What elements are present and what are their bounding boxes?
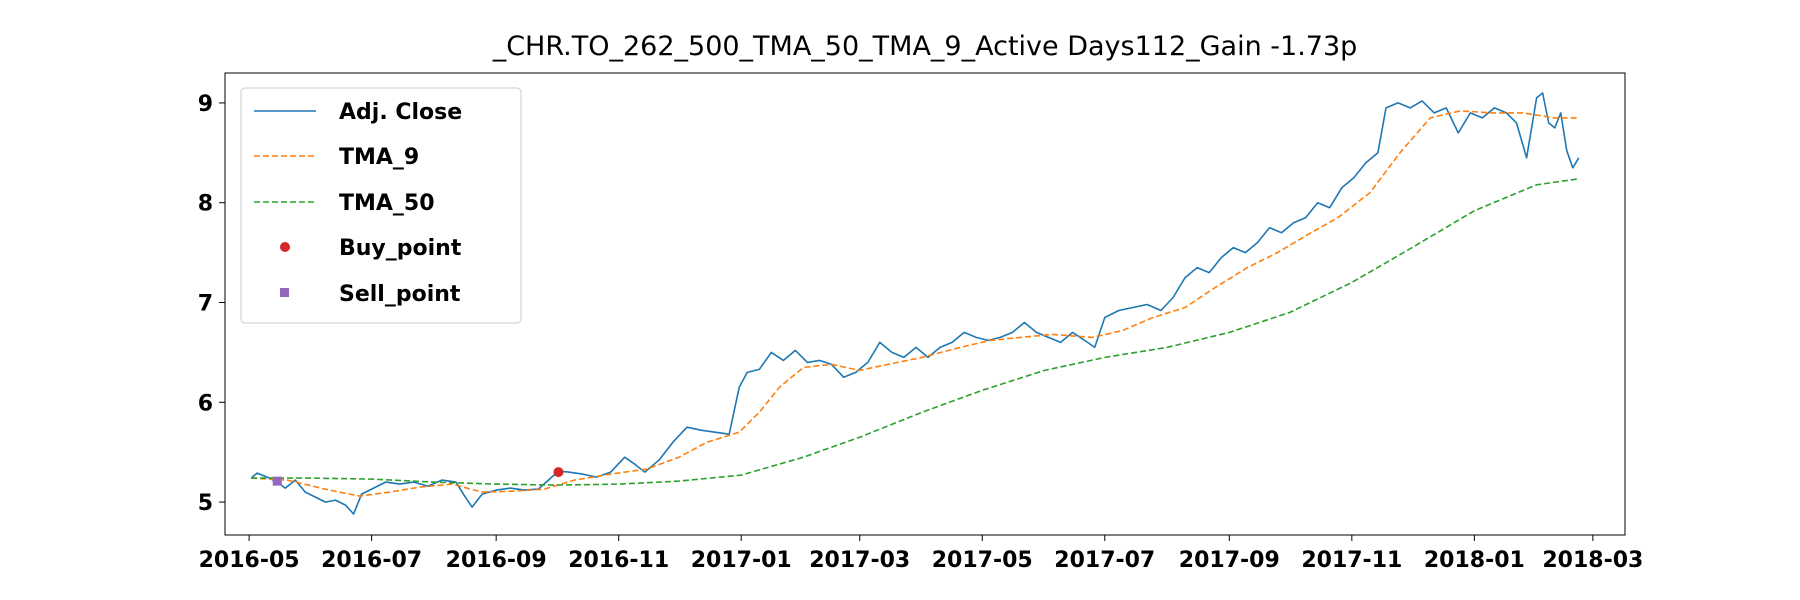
legend-label-tma-9: TMA_9 [339,145,419,170]
x-tick-label: 2017-05 [932,548,1033,573]
y-tick-label: 7 [198,292,213,317]
y-tick-label: 6 [198,391,213,416]
legend-box [240,87,522,324]
buy-point-marker [553,467,564,478]
x-tick-label: 2016-11 [568,548,669,573]
series-line-tma-9 [251,110,1579,497]
x-tick-label: 2017-09 [1179,548,1280,573]
legend-label-buy-point: Buy_point [339,236,462,261]
y-tick-label: 5 [198,491,213,516]
legend-marker-sell-point [280,288,289,297]
sell-point-marker [272,476,282,486]
x-tick-label: 2018-01 [1424,548,1525,573]
series-line-tma-50 [251,178,1579,486]
y-tick-label: 8 [198,192,213,217]
axes: 5 6 7 8 9 2016-05 2016-07 2016-09 2016-11 2017-01… [198,92,1644,573]
x-tick-label: 2016-05 [199,548,300,573]
x-tick-label: 2017-01 [691,548,792,573]
x-tick-label: 2017-11 [1301,548,1402,573]
legend-label-tma-50: TMA_50 [339,191,435,216]
x-tick-label: 2016-07 [321,548,422,573]
x-tick-label: 2018-03 [1542,548,1643,573]
x-tick-label: 2017-07 [1054,548,1155,573]
legend: Adj. Close TMA_9 TMA_50 Buy_point Sell_p… [240,87,522,324]
legend-label-adj-close: Adj. Close [339,100,462,125]
legend-marker-buy-point [280,242,290,252]
chart-title: _CHR.TO_262_500_TMA_50_TMA_9_Active Days… [492,31,1358,62]
x-tick-label: 2016-09 [446,548,547,573]
plot-area [250,92,1580,515]
x-tick-label: 2017-03 [809,548,910,573]
legend-label-sell-point: Sell_point [339,282,461,307]
axes-frame [224,72,1626,536]
y-tick-label: 9 [198,92,213,117]
